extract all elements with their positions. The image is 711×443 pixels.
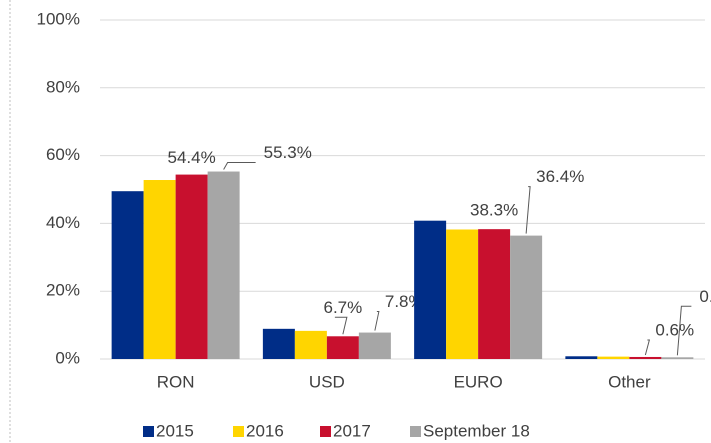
bar (597, 356, 630, 359)
y-tick-label: 20% (46, 281, 80, 300)
leader-line (676, 305, 692, 356)
data-label: 38.3% (470, 201, 518, 220)
leader-line (334, 316, 348, 335)
leader-line (644, 339, 651, 356)
data-label: 55.3% (264, 143, 312, 162)
x-tick-label: EURO (454, 372, 503, 391)
x-tick-label: USD (309, 372, 345, 391)
bar (358, 332, 391, 359)
bar (143, 180, 176, 359)
legend-label: 2016 (246, 421, 284, 440)
y-tick-label: 100% (37, 9, 80, 28)
legend-swatch (143, 426, 154, 437)
y-tick-label: 0% (55, 348, 80, 367)
data-label: 0.5% (699, 287, 711, 306)
legend-label: 2017 (333, 421, 371, 440)
leader-line (525, 186, 531, 234)
y-tick-label: 40% (46, 213, 80, 232)
bar (565, 356, 598, 359)
y-tick-label: 60% (46, 145, 80, 164)
bar (326, 336, 359, 359)
x-tick-label: Other (608, 372, 651, 391)
bar (414, 220, 447, 359)
legend-swatch (233, 426, 244, 437)
legend-swatch (320, 426, 331, 437)
bar (111, 191, 144, 359)
bar (661, 357, 694, 359)
data-label: 54.4% (168, 148, 216, 167)
leader-line (374, 311, 380, 331)
data-label: 6.7% (324, 298, 363, 317)
x-tick-label: RON (157, 372, 195, 391)
bar (510, 235, 543, 359)
bar (262, 328, 295, 359)
bar (175, 174, 208, 359)
bar (446, 229, 479, 359)
legend-label: September 18 (423, 421, 530, 440)
y-tick-label: 80% (46, 77, 80, 96)
bar (207, 171, 240, 359)
leader-line (223, 162, 256, 170)
bar (294, 330, 327, 359)
bar (478, 229, 511, 359)
legend-swatch (410, 426, 421, 437)
legend-label: 2015 (156, 421, 194, 440)
bar (629, 356, 662, 359)
data-label: 7.8% (385, 292, 424, 311)
data-label: 0.6% (655, 320, 694, 339)
data-label: 36.4% (536, 167, 584, 186)
